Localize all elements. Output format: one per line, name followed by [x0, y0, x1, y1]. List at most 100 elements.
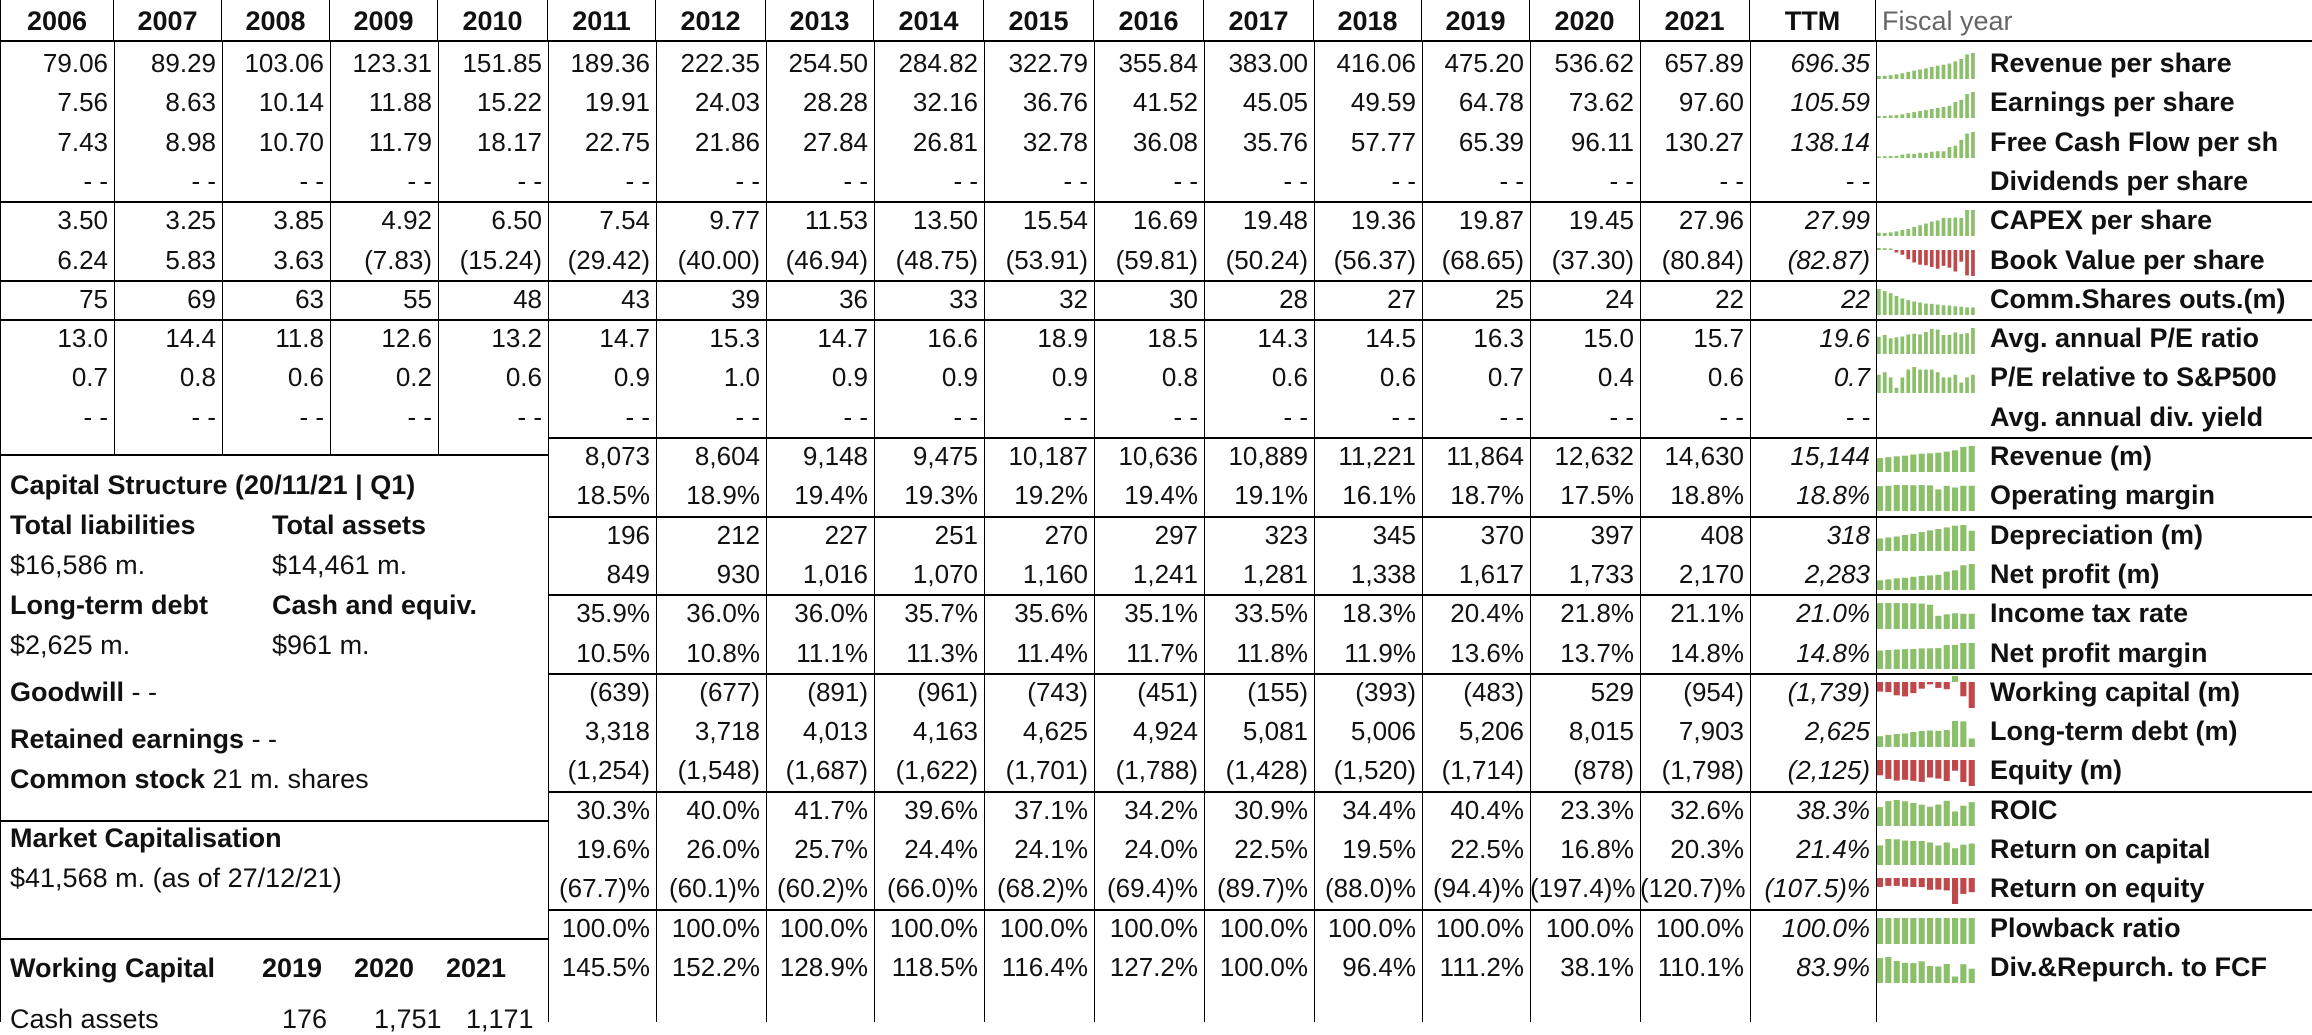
row-label: Net profit margin — [1990, 637, 2208, 668]
left-panel-text: $961 m. — [272, 630, 370, 661]
sparkline-bar — [1924, 249, 1928, 265]
table-cell: 18.5 — [1147, 323, 1198, 354]
table-cell: 10,889 — [1228, 441, 1308, 471]
sparkline-bar — [1900, 298, 1905, 315]
left-panel-text: $41,568 m. (as of 27/12/21) — [10, 863, 342, 894]
sparkline-bar — [1882, 75, 1887, 79]
sparkline-bar — [1918, 760, 1925, 783]
table-cell: 63 — [295, 283, 324, 314]
table-cell: 22 — [1715, 283, 1744, 314]
table-cell: 18.7% — [1450, 480, 1524, 511]
sparkline-bar — [1893, 734, 1900, 748]
sparkline-bar — [1910, 681, 1917, 693]
table-cell: 24.0% — [1124, 834, 1198, 864]
sparkline-bar — [1893, 681, 1900, 696]
sparkline-bar — [1877, 957, 1884, 983]
table-cell: 100.0% — [779, 912, 868, 943]
table-cell: 0.6 — [287, 362, 324, 393]
table-cell: 251 — [934, 519, 978, 550]
sparkline-bar — [1902, 917, 1909, 944]
table-cell: 11.4% — [1016, 637, 1088, 668]
table-cell: - - — [625, 165, 650, 196]
sparkline-bar — [1902, 760, 1909, 781]
sparkline-bar — [1918, 111, 1922, 119]
row-label: Comm.Shares outs.(m) — [1990, 283, 2286, 314]
table-cell: 19.48 — [1242, 205, 1308, 236]
sparkline-bar — [1894, 295, 1899, 315]
table-cell: (68.65) — [1441, 244, 1524, 275]
row-group-divider — [0, 201, 2312, 204]
sparkline-chart — [1877, 721, 1975, 748]
table-cell: 20.4% — [1450, 598, 1524, 629]
header-year: 2019 — [1422, 0, 1530, 42]
table-cell: 930 — [716, 558, 760, 589]
sparkline-bar — [1902, 603, 1909, 630]
table-cell: 5,006 — [1350, 716, 1416, 747]
left-panel-text: Capital Structure (20/11/21 | Q1) — [10, 470, 415, 501]
sparkline-bar — [1910, 603, 1917, 630]
table-cell: 152.2% — [671, 951, 760, 982]
table-cell: 69 — [187, 283, 216, 314]
sparkline-bar — [1943, 878, 1950, 891]
table-cell: (88.0)% — [1324, 873, 1416, 904]
table-cell: 8.98 — [165, 126, 216, 157]
sparkline-bar — [1935, 647, 1942, 669]
table-cell: 27.99 — [1804, 205, 1870, 236]
sparkline-bar — [1959, 306, 1964, 315]
sparkline-bar — [1877, 375, 1881, 394]
sparkline-bar — [1902, 840, 1909, 865]
table-cell: 14,630 — [1664, 441, 1744, 471]
header-year: 2020 — [1530, 0, 1640, 42]
table-cell: 1.0 — [723, 362, 760, 393]
sparkline-bar — [1918, 681, 1925, 689]
sparkline-chart — [1877, 675, 1975, 708]
table-cell: 97.60 — [1678, 87, 1744, 118]
column-divider — [1314, 42, 1315, 1022]
sparkline-bar — [1893, 649, 1900, 669]
sparkline-bar — [1943, 614, 1950, 630]
sparkline-chart — [1877, 210, 1975, 237]
sparkline-chart — [1877, 328, 1975, 355]
sparkline-bar — [1935, 249, 1940, 269]
sparkline-bar — [1924, 68, 1928, 79]
sparkline-bar — [1924, 152, 1928, 158]
sparkline-bar — [1900, 73, 1905, 79]
sparkline-bar — [1894, 74, 1899, 79]
table-cell: 35.6% — [1014, 598, 1088, 629]
sparkline-bar — [1882, 247, 1887, 250]
sparkline-bar — [1906, 229, 1911, 237]
table-cell: 849 — [606, 558, 650, 589]
table-cell: 21.0% — [1796, 598, 1870, 629]
table-cell: 21.1% — [1670, 598, 1744, 629]
table-cell: 19.5% — [1342, 834, 1416, 864]
header-year: 2013 — [766, 0, 874, 42]
sparkline-bar — [1960, 964, 1967, 983]
table-cell: 39 — [731, 283, 760, 314]
table-cell: 8,604 — [694, 441, 760, 471]
left-panel — [1, 455, 547, 1022]
sparkline-bar — [1885, 734, 1892, 748]
table-cell: 30.9% — [1234, 794, 1308, 825]
sparkline-bar — [1910, 485, 1917, 512]
table-cell: - - — [1063, 165, 1088, 196]
table-cell: (69.4)% — [1106, 873, 1198, 904]
table-cell: 100.0% — [671, 912, 760, 943]
left-panel-value: - - — [244, 724, 278, 754]
table-cell: 23.3% — [1560, 794, 1634, 825]
left-panel-label: Total liabilities — [10, 510, 196, 540]
sparkline-bar — [1918, 302, 1922, 315]
sparkline-bar — [1877, 760, 1884, 776]
table-cell: 10,187 — [1008, 441, 1088, 471]
sparkline-bar — [1968, 446, 1975, 472]
sparkline-bar — [1971, 131, 1975, 158]
table-cell: 11,864 — [1446, 441, 1524, 471]
table-cell: 19.91 — [584, 87, 650, 118]
table-cell: 100.0% — [561, 912, 650, 943]
table-cell: (56.37) — [1333, 244, 1416, 275]
table-cell: (80.84) — [1661, 244, 1744, 275]
table-cell: 41.52 — [1132, 87, 1198, 118]
table-cell: 21.8% — [1560, 598, 1634, 629]
table-cell: 22.75 — [584, 126, 650, 157]
table-cell: 416.06 — [1336, 48, 1416, 78]
table-cell: 35.9% — [576, 598, 650, 629]
